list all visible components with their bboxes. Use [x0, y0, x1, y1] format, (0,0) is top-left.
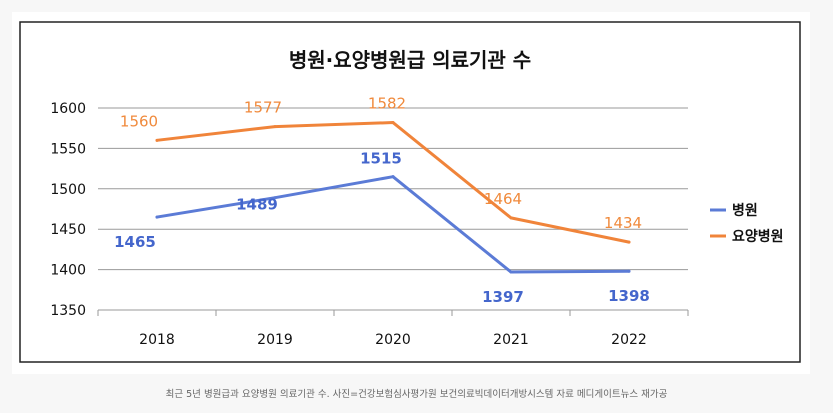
x-tick-label: 2018	[139, 332, 175, 348]
data-point	[391, 121, 395, 125]
y-tick-label: 1350	[50, 303, 86, 319]
data-point	[273, 196, 277, 200]
data-label: 1397	[482, 288, 524, 306]
data-label: 1577	[244, 99, 282, 117]
image-caption: 최근 5년 병원급과 요양병원 의료기관 수. 사진=건강보험심사평가원 보건의…	[165, 389, 668, 400]
data-point	[155, 215, 159, 219]
data-label: 1434	[604, 214, 642, 232]
data-point	[391, 175, 395, 179]
gridlines	[97, 107, 689, 316]
data-point	[627, 269, 631, 273]
data-label: 1489	[236, 196, 278, 214]
y-tick-label: 1500	[50, 182, 86, 198]
data-label: 1515	[360, 150, 402, 168]
data-label: 1464	[484, 190, 522, 208]
data-labels: 1465 1489 1515 1397 1398 1560 1577 1582 1464 1434	[114, 95, 650, 306]
y-axis-ticks: 1600 1550 1500 1450 1400 1350	[50, 101, 86, 319]
x-tick-label: 2022	[611, 332, 647, 348]
data-point	[509, 270, 513, 274]
series-lines	[155, 121, 631, 274]
data-point	[627, 240, 631, 244]
x-tick-label: 2021	[493, 332, 529, 348]
y-tick-label: 1450	[50, 222, 86, 238]
chart-figure: 병원·요양병원급 의료기관 수 1600 1550 1500 1450 1400 1350…	[12, 12, 810, 374]
y-tick-label: 1600	[50, 101, 86, 117]
legend-label: 요양병원	[732, 228, 784, 245]
chart-title: 병원·요양병원급 의료기관 수	[289, 48, 531, 72]
y-tick-label: 1550	[50, 141, 86, 157]
data-point	[273, 125, 277, 129]
x-tick-label: 2020	[375, 332, 411, 348]
x-tick-label: 2019	[257, 332, 293, 348]
data-label: 1465	[114, 233, 156, 251]
x-axis-ticks: 2018 2019 2020 2021 2022	[139, 332, 647, 348]
data-label: 1398	[608, 287, 650, 305]
legend-label: 병원	[732, 202, 758, 219]
y-tick-label: 1400	[50, 263, 86, 279]
data-label: 1582	[368, 95, 406, 113]
data-point	[509, 216, 513, 220]
data-point	[155, 138, 159, 142]
line-chart: 병원·요양병원급 의료기관 수 1600 1550 1500 1450 1400 1350…	[19, 21, 801, 363]
data-label: 1560	[120, 112, 158, 130]
